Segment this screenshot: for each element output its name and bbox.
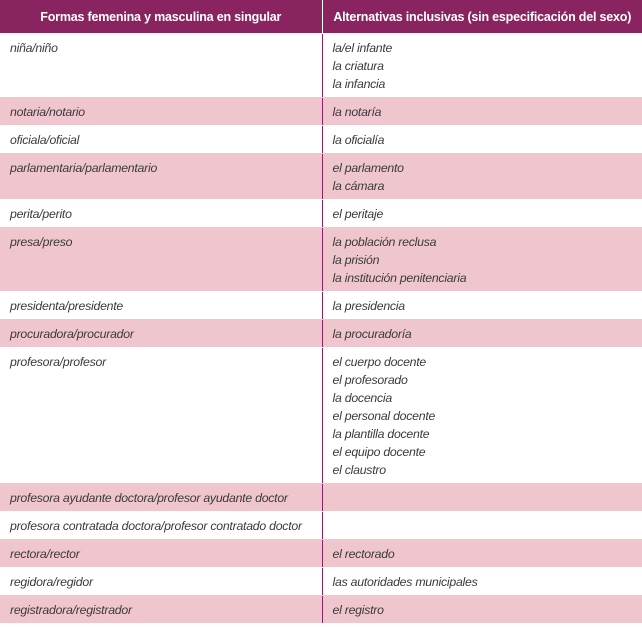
singular-form-cell: presidenta/presidente: [0, 291, 322, 320]
alternatives-cell: la oficialía: [321, 125, 642, 154]
alternative-item: la cámara: [332, 179, 385, 193]
table-row: niña/niño la/el infante la criatura la infa…: [0, 33, 642, 98]
alternative-item: la presidencia: [332, 299, 406, 313]
table-row: perita/perito el peritaje: [0, 199, 642, 228]
alternative-item: la prisión: [332, 253, 380, 267]
singular-form-cell: niña/niño: [0, 33, 322, 98]
table-row: profesora ayudante doctora/profesor ayud…: [0, 483, 642, 512]
alternatives-cell: la notaría: [321, 97, 642, 126]
alternative-item: la criatura: [332, 59, 384, 73]
alternative-item: la plantilla docente: [332, 427, 430, 441]
alternative-item: el peritaje: [332, 207, 384, 221]
alternative-item: la/el infante: [332, 41, 393, 55]
alternatives-cell: el rectorado: [321, 539, 642, 568]
table-row: parlamentaria/parlamentario el parlamento…: [0, 153, 642, 200]
singular-form-cell: parlamentaria/parlamentario: [0, 153, 322, 200]
singular-form-cell: profesora/profesor: [0, 347, 322, 484]
table-header-row: Formas femenina y masculina en singular …: [0, 0, 642, 34]
alternative-item: el rectorado: [332, 547, 395, 561]
singular-form-cell: notaria/notario: [0, 97, 322, 126]
table-row: regidora/regidor las autoridades municipa…: [0, 567, 642, 596]
singular-form-cell: profesora ayudante doctora/profesor ayud…: [0, 483, 322, 512]
alternatives-cell: el registro: [321, 595, 642, 624]
alternatives-cell: el peritaje: [321, 199, 642, 228]
table-row: notaria/notario la notaría: [0, 97, 642, 126]
table-row: procuradora/procurador la procuradoría: [0, 319, 642, 348]
alternatives-cell: la/el infante la criatura la infancia: [321, 33, 642, 98]
header-singular-forms: Formas femenina y masculina en singular: [0, 0, 322, 34]
table-row: presa/preso la población reclusa la prisió…: [0, 227, 642, 292]
header-inclusive-alternatives: Alternativas inclusivas (sin especificac…: [321, 0, 642, 34]
table-row: profesora/profesor el cuerpo docente el pr…: [0, 347, 642, 484]
alternatives-cell: [321, 511, 642, 540]
alternatives-cell: las autoridades municipales: [321, 567, 642, 596]
alternative-item: el claustro: [332, 463, 387, 477]
alternative-item: el registro: [332, 603, 384, 617]
alternative-item: la notaría: [332, 105, 382, 119]
singular-form-cell: profesora contratada doctora/profesor co…: [0, 511, 322, 540]
table-row: oficiala/oficial la oficialía: [0, 125, 642, 154]
alternative-item: la institución penitenciaria: [332, 271, 467, 285]
singular-form-cell: oficiala/oficial: [0, 125, 322, 154]
alternatives-cell: el parlamento la cámara: [321, 153, 642, 200]
table-row: presidenta/presidente la presidencia: [0, 291, 642, 320]
table-row: profesora contratada doctora/profesor co…: [0, 511, 642, 540]
alternative-item: el profesorado: [332, 373, 408, 387]
alternative-item: el parlamento: [332, 161, 405, 175]
alternatives-cell: la presidencia: [321, 291, 642, 320]
table-row: registradora/registrador el registro: [0, 595, 642, 624]
alternatives-cell: la población reclusa la prisión la institu…: [321, 227, 642, 292]
alternative-item: las autoridades municipales: [332, 575, 478, 589]
alternative-item: la población reclusa: [332, 235, 437, 249]
alternatives-cell: [321, 483, 642, 512]
singular-form-cell: registradora/registrador: [0, 595, 322, 624]
singular-form-cell: presa/preso: [0, 227, 322, 292]
singular-form-cell: rectora/rector: [0, 539, 322, 568]
alternative-item: el cuerpo docente: [332, 355, 427, 369]
table-row: rectora/rector el rectorado: [0, 539, 642, 568]
singular-form-cell: perita/perito: [0, 199, 322, 228]
alternative-item: el equipo docente: [332, 445, 426, 459]
singular-form-cell: regidora/regidor: [0, 567, 322, 596]
alternatives-cell: el cuerpo docente el profesorado la docenc…: [321, 347, 642, 484]
alternative-item: la docencia: [332, 391, 393, 405]
singular-form-cell: procuradora/procurador: [0, 319, 322, 348]
alternative-item: la oficialía: [332, 133, 385, 147]
alternative-item: la infancia: [332, 77, 386, 91]
alternative-item: el personal docente: [332, 409, 436, 423]
alternatives-cell: la procuradoría: [321, 319, 642, 348]
alternative-item: la procuradoría: [332, 327, 412, 341]
